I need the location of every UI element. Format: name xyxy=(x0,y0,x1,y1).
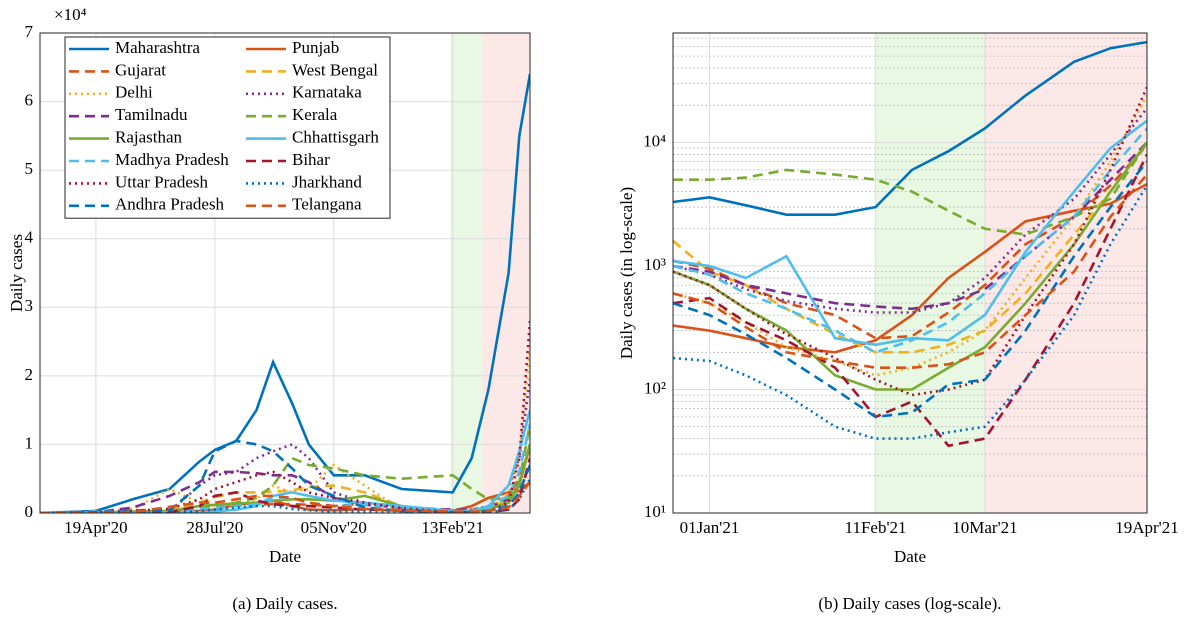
series-line xyxy=(673,184,1147,440)
x-tick-label: 05Nov'20 xyxy=(301,518,367,537)
y-tick-label: 5 xyxy=(25,159,34,178)
x-axis-label: Date xyxy=(269,547,301,566)
y-multiplier: ×10⁴ xyxy=(54,5,87,24)
legend-label: Kerala xyxy=(292,105,338,124)
y-tick-label: 1 xyxy=(25,433,34,452)
series-line xyxy=(673,141,1147,391)
shaded-region xyxy=(450,33,483,513)
legend-label: Rajasthan xyxy=(115,128,183,147)
x-tick-label: 19Apr'20 xyxy=(64,518,128,537)
legend-label: Karnataka xyxy=(292,83,362,102)
shaded-region xyxy=(875,33,985,513)
legend-label: Maharashtra xyxy=(115,38,200,57)
series-line xyxy=(673,160,1147,419)
y-axis-label: Daily cases xyxy=(7,234,26,312)
legend-label: Uttar Pradesh xyxy=(115,172,209,191)
legend-label: Andhra Pradesh xyxy=(115,195,225,214)
caption: (b) Daily cases (log-scale). xyxy=(818,594,1001,613)
series-line xyxy=(40,348,530,513)
series-line xyxy=(40,73,530,513)
series-line xyxy=(40,379,530,513)
y-tick-label: 10¹ xyxy=(644,502,666,521)
y-tick-label: 10⁴ xyxy=(643,131,666,150)
y-tick-label: 10³ xyxy=(644,255,666,274)
legend-label: Delhi xyxy=(115,83,153,102)
y-tick-label: 3 xyxy=(25,296,34,315)
y-tick-label: 6 xyxy=(25,90,34,109)
y-tick-label: 10² xyxy=(644,378,666,397)
x-tick-label: 01Jan'21 xyxy=(680,518,740,537)
y-tick-label: 7 xyxy=(25,22,34,41)
series-line xyxy=(673,119,1147,347)
legend-label: Tamilnadu xyxy=(115,105,188,124)
legend-label: Punjab xyxy=(292,38,339,57)
x-tick-label: 19Apr'21 xyxy=(1115,518,1179,537)
legend-label: Jharkhand xyxy=(292,172,362,191)
x-tick-label: 11Feb'21 xyxy=(845,518,907,537)
y-tick-label: 0 xyxy=(25,502,34,521)
series-line xyxy=(673,173,1147,369)
series-line xyxy=(40,320,530,513)
y-tick-label: 4 xyxy=(25,228,34,247)
legend-label: West Bengal xyxy=(292,60,378,79)
x-tick-label: 10Mar'21 xyxy=(952,518,1017,537)
legend-label: Bihar xyxy=(292,150,330,169)
series-line xyxy=(40,481,530,513)
series-line xyxy=(673,182,1147,354)
legend-label: Madhya Pradesh xyxy=(115,150,229,169)
legend-label: Chhattisgarh xyxy=(292,128,379,147)
axes-box xyxy=(39,32,531,514)
x-tick-label: 13Feb'21 xyxy=(421,518,484,537)
series-line xyxy=(40,444,530,513)
legend-label: Telangana xyxy=(292,195,362,214)
series-line xyxy=(673,40,1147,216)
axes-box xyxy=(672,32,1148,514)
y-axis-label: Daily cases (in log-scale) xyxy=(617,187,636,359)
series-line xyxy=(673,127,1147,354)
x-axis-label: Date xyxy=(894,547,926,566)
legend-label: Gujarat xyxy=(115,60,166,79)
y-tick-label: 2 xyxy=(25,365,34,384)
caption: (a) Daily cases. xyxy=(232,594,337,613)
series-line xyxy=(673,141,1147,354)
x-tick-label: 28Jul'20 xyxy=(186,518,243,537)
legend-box xyxy=(64,36,391,219)
series-line xyxy=(673,153,1147,448)
